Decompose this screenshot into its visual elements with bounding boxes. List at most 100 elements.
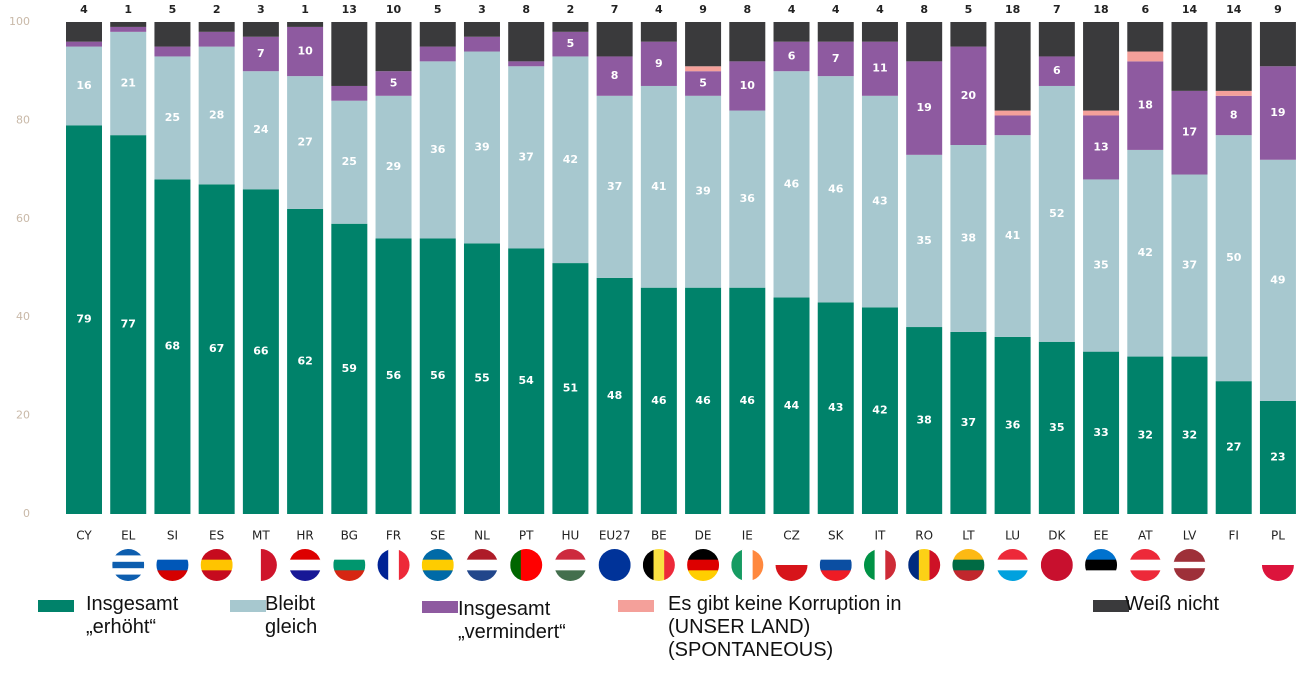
value-label: 36 (1005, 418, 1021, 431)
value-label: 19 (917, 101, 932, 114)
bar-segment (331, 223, 368, 514)
value-label: 46 (695, 394, 711, 407)
flag-stripe (112, 561, 145, 569)
bar-segment (906, 22, 943, 62)
flag-stripe (1173, 549, 1206, 556)
flag (333, 549, 366, 581)
value-label: 33 (1093, 426, 1108, 439)
value-label: 68 (165, 340, 180, 353)
bar-segment (552, 263, 589, 514)
value-label: 37 (1182, 259, 1197, 272)
value-label: 46 (740, 394, 756, 407)
value-label: 35 (1049, 421, 1064, 434)
value-label: 54 (519, 374, 535, 387)
bar-segment (773, 41, 810, 72)
flag (156, 549, 189, 581)
x-tick-label: NL (474, 529, 490, 543)
flag-stripe (289, 559, 322, 571)
x-tick-label: HU (562, 529, 580, 543)
value-label: 13 (1093, 140, 1108, 153)
bar-segment (375, 95, 412, 239)
value-label: 8 (522, 3, 530, 16)
bar-segment (154, 46, 191, 57)
bar-segment (242, 189, 279, 514)
bar-segment (1215, 90, 1252, 96)
bar-segment (906, 154, 943, 328)
bar-segment (508, 248, 545, 514)
x-tick-label: FI (1228, 529, 1238, 543)
flag-stripe (664, 549, 675, 581)
value-label: 43 (828, 401, 843, 414)
bar-segment (640, 22, 677, 42)
value-label: 27 (1226, 441, 1241, 454)
flag (1129, 549, 1162, 581)
value-label: 32 (1182, 428, 1197, 441)
flag-stripe (465, 570, 498, 581)
bar-segment (906, 327, 943, 514)
flag-stripe (289, 549, 322, 561)
bar-segment (773, 297, 810, 514)
value-label: 3 (257, 3, 265, 16)
y-tick-label: 20 (16, 409, 30, 422)
bar-segment (1171, 22, 1208, 91)
bar-segment (287, 208, 324, 514)
flag-stripe (333, 570, 366, 581)
value-label: 2 (567, 3, 575, 16)
value-label: 39 (695, 185, 710, 198)
flag-stripe (244, 549, 262, 581)
flag (598, 549, 631, 581)
bar-segment (596, 56, 633, 96)
bar-segment (242, 36, 279, 72)
value-label: 38 (961, 231, 976, 244)
x-tick-label: EL (121, 529, 136, 543)
value-label: 6 (788, 49, 796, 62)
bar-segment (950, 331, 987, 514)
bar-segment (154, 22, 191, 47)
legend-swatch (422, 601, 458, 613)
flag-stripe (908, 549, 920, 581)
value-label: 7 (832, 52, 840, 65)
value-label: 5 (434, 3, 442, 16)
flag (996, 549, 1029, 581)
value-label: 9 (699, 3, 707, 16)
flag-stripe (200, 570, 233, 581)
flag-stripe (465, 549, 498, 561)
value-label: 29 (386, 160, 401, 173)
value-label: 42 (872, 404, 887, 417)
flag (819, 549, 852, 581)
flag (421, 549, 454, 581)
value-label: 3 (478, 3, 486, 16)
flag-stripe (398, 549, 410, 581)
value-label: 39 (474, 140, 489, 153)
flag-stripe (752, 549, 764, 581)
bar-segment (861, 22, 898, 42)
flag-stripe (952, 549, 985, 561)
bar-segment (463, 22, 500, 37)
bar-segment (287, 22, 324, 27)
x-tick-label: PT (519, 529, 534, 543)
bar-segment (110, 31, 147, 136)
bar-segment (287, 26, 324, 77)
value-label: 7 (257, 47, 265, 60)
bar-segment (950, 46, 987, 145)
bar-segment (685, 22, 722, 67)
value-label: 21 (121, 77, 136, 90)
flag-stripe (465, 559, 498, 571)
x-tick-label: ES (209, 529, 224, 543)
value-label: 42 (563, 153, 578, 166)
bar-segment (552, 22, 589, 32)
bar-segment (773, 71, 810, 298)
value-label: 5 (390, 77, 398, 90)
flag-stripe (952, 559, 985, 571)
flag-stripe (687, 549, 720, 561)
flag-stripe (289, 570, 322, 581)
value-label: 7 (1053, 3, 1061, 16)
bar-segment (331, 85, 368, 101)
value-label: 6 (1053, 64, 1061, 77)
legend-swatch (618, 600, 654, 612)
flag (112, 549, 145, 581)
bar-segment (640, 287, 677, 514)
bar-segment (508, 61, 545, 67)
value-label: 8 (920, 3, 928, 16)
